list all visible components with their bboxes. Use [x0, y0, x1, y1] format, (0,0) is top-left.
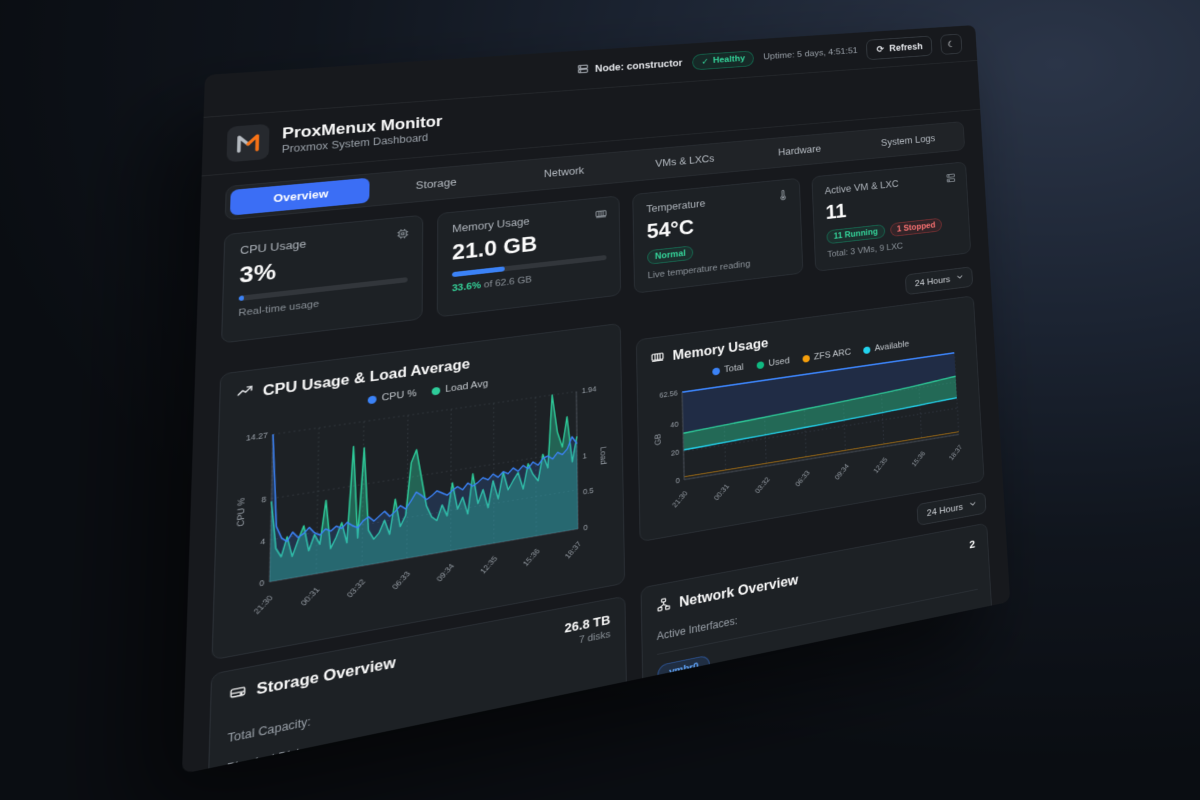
svg-text:0: 0 [676, 477, 681, 486]
tab-hardware[interactable]: Hardware [777, 143, 822, 158]
node-indicator: Node: constructor [577, 56, 683, 76]
vm-stopped-badge: 1 Stopped [889, 217, 943, 237]
memory-chart-icon [650, 349, 665, 369]
svg-text:CPU %: CPU % [235, 497, 247, 527]
cpu-progress-fill [238, 295, 245, 302]
check-circle-icon: ✓ [701, 56, 710, 67]
svg-text:15:36: 15:36 [521, 547, 542, 568]
time-range-select-bottom[interactable]: 24 Hours [916, 492, 987, 526]
svg-text:1.94: 1.94 [582, 385, 597, 395]
dashboard-sheet: Node: constructor ✓ Healthy Uptime: 5 da… [181, 25, 1011, 774]
svg-text:12:35: 12:35 [872, 456, 889, 475]
memory-chart-card: Memory Usage Total Used ZFS ARC Available 2… [635, 295, 985, 543]
memory-chart-svg: 21:30 00:31 03:32 06:33 09:34 12:35 15:36 18:37… [653, 342, 965, 509]
tab-vms-lxcs[interactable]: VMs & LXCs [655, 153, 715, 170]
svg-text:03:32: 03:32 [753, 475, 771, 494]
health-badge: ✓ Healthy [692, 50, 755, 71]
chevron-down-icon [969, 499, 977, 511]
tab-overview[interactable]: Overview [229, 177, 370, 216]
svg-text:20: 20 [671, 448, 680, 457]
svg-text:18:37: 18:37 [948, 443, 965, 461]
header-titles: ProxMenux Monitor Proxmox System Dashboa… [282, 113, 443, 156]
svg-text:09:34: 09:34 [435, 562, 456, 583]
storage-title: Storage Overview [256, 655, 396, 699]
svg-text:06:33: 06:33 [390, 570, 412, 591]
network-icon [656, 596, 672, 618]
svg-text:21:30: 21:30 [252, 593, 275, 615]
cpu-chart-svg: 21:30 00:31 03:32 06:33 09:34 12:35 15:36 18:37… [235, 385, 609, 616]
svg-text:1: 1 [583, 452, 588, 461]
svg-text:0: 0 [583, 523, 588, 532]
svg-text:15:36: 15:36 [910, 450, 927, 469]
active-vm-card: Active VM & LXC 11 11 Running 1 Stopped … [811, 161, 972, 272]
svg-text:0.5: 0.5 [583, 487, 594, 497]
uptime-text: Uptime: 5 days, 4:51:51 [763, 46, 858, 62]
svg-text:40: 40 [670, 420, 679, 429]
tab-network[interactable]: Network [543, 164, 585, 180]
svg-text:09:34: 09:34 [833, 462, 851, 481]
temperature-status-badge: Normal [647, 245, 694, 265]
svg-text:Load: Load [599, 446, 609, 465]
svg-text:12:35: 12:35 [479, 554, 500, 575]
server-stack-icon [945, 172, 957, 188]
svg-text:21:30: 21:30 [671, 489, 690, 509]
moon-icon: ☾ [947, 39, 956, 50]
hard-drive-icon [228, 682, 247, 707]
cpu-usage-card: CPU Usage 3% Real-time usage [221, 214, 424, 344]
vm-running-badge: 11 Running [826, 224, 886, 245]
network-interface-count: 2 [968, 537, 976, 551]
theme-toggle-button[interactable]: ☾ [940, 33, 963, 55]
server-icon [577, 63, 589, 77]
svg-text:0: 0 [259, 579, 265, 589]
memory-icon [594, 207, 607, 224]
memory-progress-fill [451, 266, 506, 278]
svg-text:18:37: 18:37 [563, 540, 583, 561]
svg-text:14.27: 14.27 [246, 431, 269, 443]
svg-text:62.56: 62.56 [659, 389, 678, 399]
tab-system-logs[interactable]: System Logs [880, 133, 936, 149]
cpu-icon [396, 227, 410, 245]
node-label: Node: constructor [594, 57, 683, 75]
memory-usage-card: Memory Usage 21.0 GB 33.6% of 62.6 GB [436, 195, 622, 318]
svg-text:06:33: 06:33 [794, 469, 812, 488]
tab-storage[interactable]: Storage [415, 176, 457, 192]
activity-icon [236, 384, 254, 406]
left-column: CPU Usage & Load Average CPU % Load Avg 2… [207, 310, 628, 774]
svg-text:8: 8 [261, 495, 267, 504]
svg-text:GB: GB [653, 433, 662, 446]
chevron-down-icon [956, 273, 964, 284]
charts-grid: CPU Usage & Load Average CPU % Load Avg 2… [207, 266, 994, 774]
thermometer-icon [777, 189, 790, 205]
proxmenux-logo [226, 123, 270, 163]
svg-text:4: 4 [260, 537, 266, 547]
refresh-button[interactable]: ⟳ Refresh [866, 35, 933, 61]
refresh-icon: ⟳ [876, 43, 885, 55]
app-header: ProxMenux Monitor Proxmox System Dashboa… [201, 60, 981, 177]
right-column: 24 Hours Memory Usage Total Used ZFS ARC Av… [635, 266, 994, 702]
time-range-select-top[interactable]: 24 Hours [905, 266, 974, 296]
cpu-chart-card: CPU Usage & Load Average CPU % Load Avg 2… [211, 322, 626, 661]
svg-text:03:32: 03:32 [345, 577, 367, 599]
interface-badge[interactable]: vmbr0 [657, 654, 711, 685]
svg-text:00:31: 00:31 [299, 585, 322, 607]
svg-text:00:31: 00:31 [712, 482, 731, 502]
temperature-card: Temperature 54°C Normal Live temperature… [632, 177, 804, 294]
